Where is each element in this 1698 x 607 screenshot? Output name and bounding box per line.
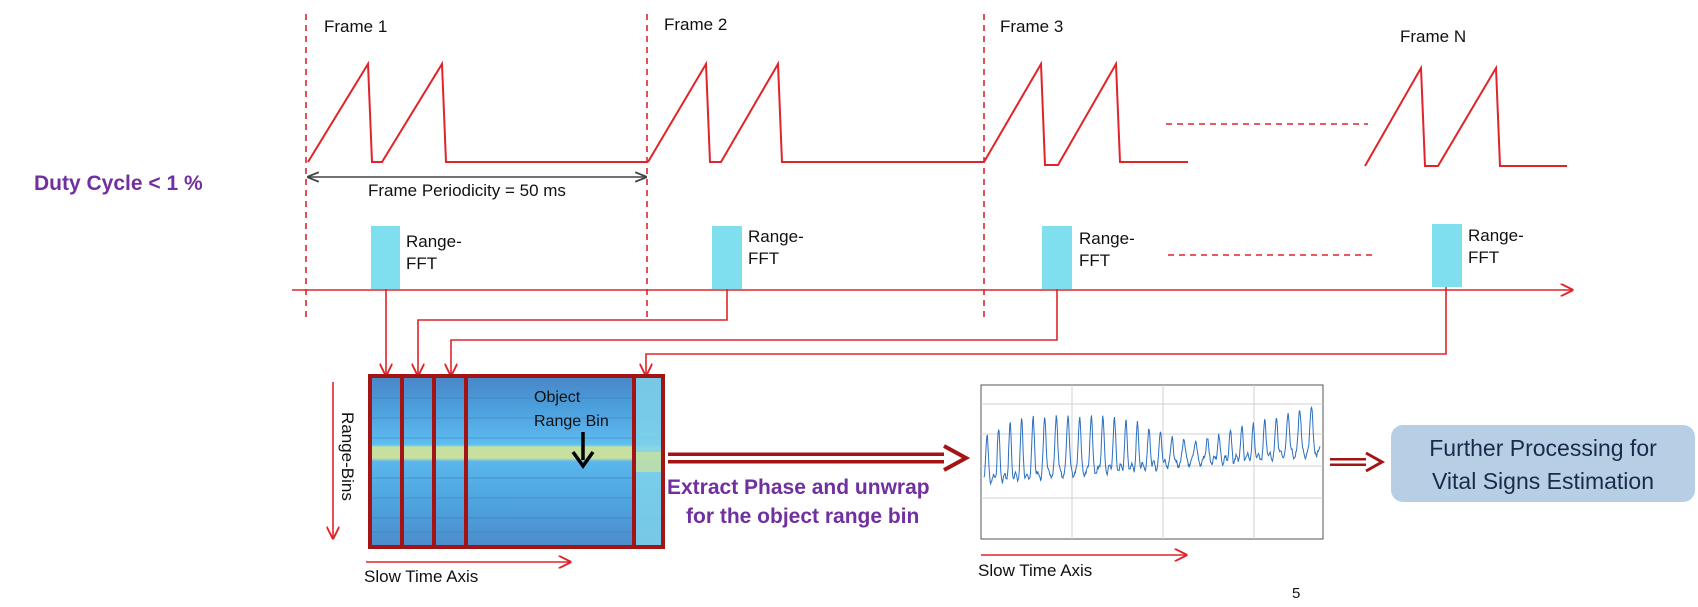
range-fft-3-label-b: FFT xyxy=(1079,251,1110,270)
chirp-frame-3 xyxy=(983,60,1188,166)
range-fft-1-label-b: FFT xyxy=(406,254,437,273)
range-bins-label: Range-Bins xyxy=(338,412,357,501)
range-fft-2-label-a: Range- xyxy=(748,227,804,246)
object-range-bin-label-a: Object xyxy=(534,389,581,406)
extract-phase-label-b: for the object range bin xyxy=(686,505,919,528)
range-bin-matrix xyxy=(368,374,665,549)
chirp-frame-1 xyxy=(307,60,648,163)
plot-frame xyxy=(980,384,1324,540)
chirp-frame-2 xyxy=(647,60,984,163)
plot-slow-time-label: Slow Time Axis xyxy=(978,561,1092,580)
further-processing-label-a: Further Processing for xyxy=(1429,435,1657,461)
frame-1-label: Frame 1 xyxy=(324,17,387,36)
duty-cycle-label: Duty Cycle < 1 % xyxy=(34,172,203,195)
frame-n-label: Frame N xyxy=(1400,27,1466,46)
range-fft-blocks xyxy=(371,224,1462,289)
range-fft-n-label-b: FFT xyxy=(1468,248,1499,267)
range-fft-1-label-a: Range- xyxy=(406,232,462,251)
range-fft-block-1 xyxy=(371,226,400,289)
connector-frame-2 xyxy=(418,289,728,375)
object-range-bin-arrow-icon xyxy=(571,432,595,470)
extract-phase-label-a: Extract Phase and unwrap xyxy=(667,476,930,499)
further-processing-box xyxy=(1391,425,1695,502)
extract-phase-arrow xyxy=(668,444,971,472)
connector-frame-n xyxy=(646,287,1447,375)
connector-frame-3 xyxy=(451,289,1058,375)
frame-periodicity-label: Frame Periodicity = 50 ms xyxy=(368,181,566,200)
processing-arrow xyxy=(1330,451,1386,473)
further-processing-label-b: Vital Signs Estimation xyxy=(1432,468,1654,494)
object-range-bin-label-b: Range Bin xyxy=(534,413,609,430)
range-fft-3-label-a: Range- xyxy=(1079,229,1135,248)
frame-boundaries xyxy=(305,14,985,322)
frame-2-label: Frame 2 xyxy=(664,15,727,34)
phase-signal-plot xyxy=(980,384,1324,540)
range-fft-block-3 xyxy=(1042,226,1072,289)
fft-connectors xyxy=(386,287,1447,375)
range-fft-n-label-a: Range- xyxy=(1468,226,1524,245)
frame-3-label: Frame 3 xyxy=(1000,17,1063,36)
range-fft-block-2 xyxy=(712,226,742,289)
range-fft-block-n xyxy=(1432,224,1462,287)
range-fft-2-label-b: FFT xyxy=(748,249,779,268)
chirp-frame-n xyxy=(1364,64,1567,167)
matrix-border xyxy=(368,374,665,549)
page-number: 5 xyxy=(1292,585,1300,602)
matrix-slow-time-label: Slow Time Axis xyxy=(364,567,478,586)
chirp-waveforms xyxy=(307,60,1567,167)
phase-signal-line xyxy=(983,405,1321,486)
